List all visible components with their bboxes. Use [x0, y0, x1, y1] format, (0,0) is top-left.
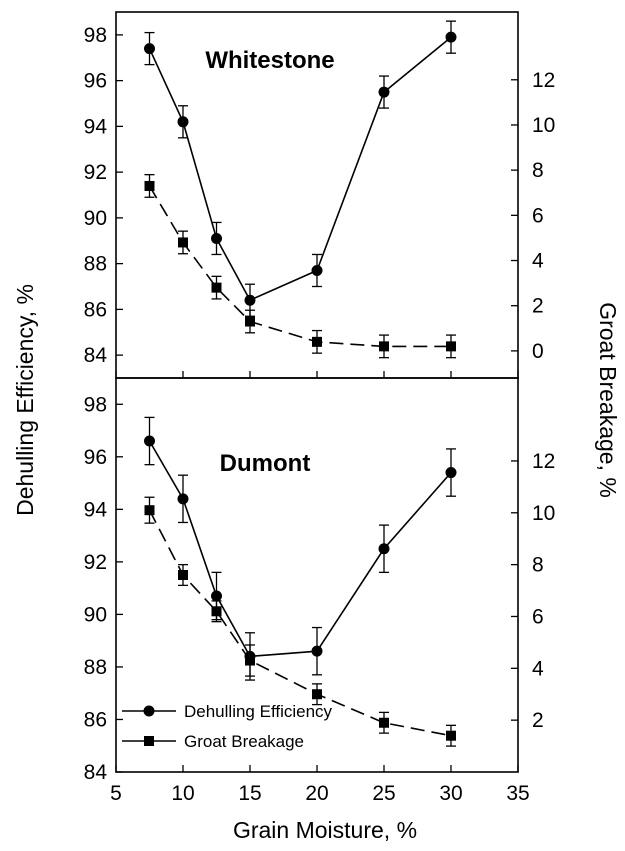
x-tick-label: 20 [305, 782, 328, 805]
data-point-circle [378, 86, 390, 98]
y-tick-label-left: 88 [84, 656, 107, 679]
data-point-square [245, 316, 255, 327]
data-point-square [144, 505, 155, 516]
y-tick-label-right: 0 [532, 340, 544, 363]
y-tick-label-left: 98 [84, 393, 107, 416]
y-tick-label-left: 96 [84, 70, 107, 93]
data-point-square [144, 180, 155, 191]
y-axis-title-right: Groat Breakage, % [595, 302, 621, 498]
data-point-circle [211, 232, 222, 244]
x-tick-label: 25 [372, 782, 395, 805]
y-axis-title-left: Dehulling Efficiency, % [12, 284, 38, 516]
data-point-circle [144, 43, 155, 55]
y-tick-label-left: 98 [84, 24, 107, 47]
data-point-square [446, 341, 456, 352]
data-point-circle [177, 116, 189, 128]
y-tick-label-right: 6 [532, 204, 544, 227]
legend-label: Dehulling Efficiency [184, 702, 333, 721]
legend-marker-square [144, 736, 154, 746]
data-point-circle [244, 294, 256, 306]
data-point-circle [211, 590, 222, 602]
y-tick-label-right: 2 [532, 709, 544, 732]
x-tick-label: 35 [506, 782, 529, 805]
y-tick-label-left: 94 [84, 498, 108, 521]
data-point-square [379, 717, 389, 728]
y-tick-label-left: 92 [84, 551, 107, 574]
x-tick-label: 10 [171, 782, 194, 805]
panel-title: Whitestone [205, 47, 334, 74]
data-point-square [312, 336, 322, 347]
y-tick-label-left: 96 [84, 446, 107, 469]
y-tick-label-right: 10 [532, 114, 555, 137]
series-line [148, 185, 451, 348]
y-tick-label-right: 4 [532, 250, 544, 273]
y-tick-label-right: 8 [532, 159, 544, 182]
y-tick-label-right: 12 [532, 450, 555, 473]
y-tick-label-right: 2 [532, 295, 544, 318]
data-point-square [211, 282, 222, 293]
y-tick-label-right: 4 [532, 657, 544, 680]
legend-label: Groat Breakage [184, 732, 304, 751]
data-point-square [178, 237, 188, 248]
data-point-circle [144, 435, 155, 447]
y-tick-label-left: 84 [84, 761, 108, 784]
data-point-square [379, 341, 389, 352]
data-point-square [446, 730, 456, 741]
data-point-circle [445, 467, 457, 479]
x-tick-label: 5 [110, 782, 122, 805]
series-line [148, 36, 452, 302]
y-tick-label-right: 6 [532, 605, 544, 628]
data-point-square [312, 689, 322, 700]
data-point-circle [311, 645, 323, 657]
y-tick-label-left: 84 [84, 344, 108, 367]
data-point-circle [445, 31, 457, 43]
panel-title: Dumont [220, 450, 311, 477]
y-tick-label-left: 86 [84, 708, 107, 731]
y-tick-label-right: 10 [532, 502, 555, 525]
x-tick-label: 15 [238, 782, 261, 805]
y-tick-label-right: 12 [532, 69, 555, 92]
y-tick-label-left: 92 [84, 161, 107, 184]
legend-marker-circle [143, 705, 155, 717]
y-tick-label-left: 90 [84, 207, 107, 230]
x-tick-label: 30 [439, 782, 462, 805]
y-tick-label-right: 8 [532, 554, 544, 577]
data-point-circle [378, 543, 390, 555]
data-point-square [178, 570, 188, 580]
data-point-square [245, 655, 255, 666]
data-point-circle [177, 493, 189, 505]
y-tick-label-left: 88 [84, 253, 107, 276]
x-axis-title: Grain Moisture, % [233, 817, 417, 843]
y-tick-label-left: 90 [84, 603, 107, 626]
data-point-square [211, 606, 222, 617]
y-tick-label-left: 94 [84, 115, 108, 138]
data-point-circle [311, 264, 323, 276]
y-tick-label-left: 86 [84, 298, 107, 321]
